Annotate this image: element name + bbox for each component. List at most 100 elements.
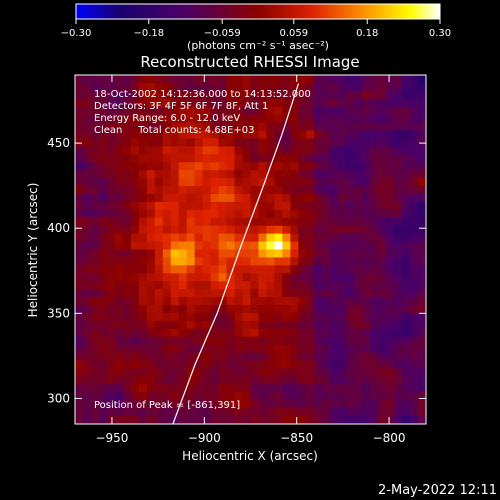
heatmap-pixel	[186, 368, 196, 377]
heatmap-pixel	[282, 384, 291, 393]
heatmap-pixel	[282, 344, 291, 354]
heatmap-pixel	[250, 265, 259, 274]
heatmap-pixel	[114, 289, 124, 298]
heatmap-pixel	[330, 122, 339, 131]
heatmap-pixel	[362, 154, 371, 163]
heatmap-pixel	[338, 273, 347, 282]
heatmap-pixel	[146, 249, 156, 258]
heatmap-pixel	[218, 305, 227, 314]
heatmap-pixel	[290, 297, 299, 306]
heatmap-pixel	[210, 90, 219, 100]
heatmap-pixel	[306, 225, 315, 235]
heatmap-pixel	[378, 281, 387, 290]
heatmap-pixel	[242, 265, 251, 274]
heatmap-pixel	[154, 233, 164, 242]
heatmap-pixel	[114, 257, 124, 266]
heatmap-pixel	[170, 225, 180, 235]
heatmap-pixel	[378, 416, 387, 424]
heatmap-pixel	[330, 138, 339, 147]
heatmap-pixel	[186, 82, 196, 92]
heatmap-pixel	[130, 281, 140, 290]
colorbar-units-label: (photons cm⁻² s⁻¹ asec⁻²)	[187, 39, 329, 52]
heatmap-pixel	[170, 114, 180, 123]
heatmap-pixel	[106, 360, 116, 369]
heatmap-pixel	[314, 170, 323, 179]
heatmap-pixel	[274, 98, 283, 108]
heatmap-pixel	[98, 209, 108, 219]
heatmap-pixel	[410, 257, 419, 266]
heatmap-pixel	[242, 217, 251, 227]
heatmap-pixel	[250, 209, 259, 219]
heatmap-pixel	[210, 392, 219, 401]
heatmap-pixel	[290, 305, 299, 314]
heatmap-pixel	[138, 320, 148, 330]
heatmap-pixel	[378, 162, 387, 171]
heatmap-pixel	[322, 82, 331, 92]
heatmap-pixel	[354, 320, 363, 330]
heatmap-pixel	[114, 376, 124, 385]
heatmap-pixel	[274, 225, 283, 235]
heatmap-pixel	[194, 75, 204, 84]
heatmap-pixel	[338, 186, 347, 195]
heatmap-pixel	[154, 344, 164, 354]
heatmap-pixel	[218, 209, 227, 219]
heatmap-pixel	[386, 320, 395, 330]
heatmap-pixel	[386, 201, 395, 211]
heatmap-pixel	[362, 257, 371, 266]
heatmap-pixel	[298, 106, 307, 116]
heatmap-pixel	[82, 297, 92, 306]
heatmap-pixel	[122, 289, 132, 298]
heatmap-pixel	[170, 193, 180, 203]
heatmap-pixel	[322, 178, 331, 187]
heatmap-pixel	[194, 344, 204, 354]
heatmap-pixel	[138, 305, 148, 314]
heatmap-pixel	[106, 146, 116, 155]
heatmap-pixel	[146, 273, 156, 282]
heatmap-pixel	[266, 130, 275, 139]
heatmap-pixel	[114, 281, 124, 290]
heatmap-pixel	[298, 360, 307, 369]
heatmap-pixel	[402, 360, 411, 369]
heatmap-pixel	[186, 336, 196, 346]
heatmap-pixel	[75, 392, 84, 401]
heatmap-pixel	[194, 281, 204, 290]
heatmap-pixel	[138, 225, 148, 235]
heatmap-pixel	[362, 360, 371, 369]
heatmap-pixel	[298, 233, 307, 242]
heatmap-pixel	[202, 209, 212, 219]
heatmap-pixel	[266, 217, 275, 227]
footer-timestamp: 2-May-2022 12:11	[378, 483, 497, 498]
heatmap-pixel	[114, 360, 124, 369]
heatmap-pixel	[178, 376, 188, 385]
heatmap-pixel	[362, 289, 371, 298]
heatmap-pixel	[298, 162, 307, 171]
heatmap-pixel	[194, 122, 204, 131]
heatmap-pixel	[114, 90, 124, 100]
heatmap-pixel	[154, 416, 164, 424]
heatmap-pixel	[138, 360, 148, 369]
heatmap-pixel	[338, 281, 347, 290]
heatmap-pixel	[338, 297, 347, 306]
heatmap-pixel	[290, 289, 299, 298]
heatmap-pixel	[242, 281, 251, 290]
heatmap-pixel	[122, 352, 132, 361]
heatmap-pixel	[186, 289, 196, 298]
heatmap-pixel	[122, 106, 132, 116]
heatmap-pixel	[122, 98, 132, 108]
heatmap-pixel	[282, 241, 291, 250]
heatmap-pixel	[386, 392, 395, 401]
heatmap-pixel	[122, 122, 132, 131]
heatmap-pixel	[162, 320, 172, 330]
heatmap-pixel	[362, 392, 371, 401]
heatmap-pixel	[170, 122, 180, 131]
heatmap-pixel	[274, 170, 283, 179]
heatmap-pixel	[258, 360, 267, 369]
heatmap-pixel	[122, 146, 132, 155]
heatmap-pixel	[114, 273, 124, 282]
heatmap-pixel	[154, 400, 164, 409]
heatmap-pixel	[138, 249, 148, 258]
heatmap-pixel	[314, 75, 323, 84]
heatmap-pixel	[122, 193, 132, 203]
heatmap-pixel	[322, 106, 331, 116]
heatmap-pixel	[162, 186, 172, 195]
